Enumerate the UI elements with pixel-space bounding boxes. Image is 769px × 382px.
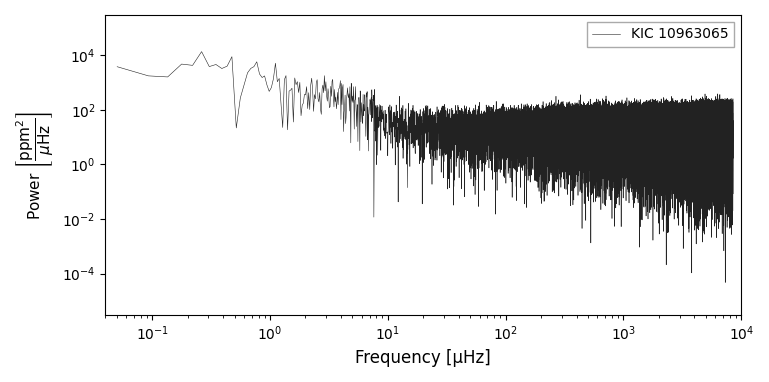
KIC 10963065 xyxy=(692,133,701,138)
KIC 10963065 xyxy=(572,123,581,128)
X-axis label: Frequency [μHz]: Frequency [μHz] xyxy=(355,349,491,367)
Y-axis label: Power $\left[\dfrac{\mathrm{ppm}^2}{\mu\mathrm{Hz}}\right]$: Power $\left[\dfrac{\mathrm{ppm}^2}{\mu\… xyxy=(15,110,56,220)
KIC 10963065 xyxy=(691,123,701,127)
KIC 10963065 xyxy=(717,123,726,128)
KIC 10963065 xyxy=(112,65,122,69)
KIC 10963065 xyxy=(721,280,730,285)
KIC 10963065 xyxy=(698,131,707,135)
Legend: KIC 10963065: KIC 10963065 xyxy=(587,22,734,47)
KIC 10963065 xyxy=(197,49,206,54)
Line: KIC 10963065: KIC 10963065 xyxy=(117,52,733,282)
KIC 10963065 xyxy=(686,129,695,133)
KIC 10963065 xyxy=(728,118,737,123)
